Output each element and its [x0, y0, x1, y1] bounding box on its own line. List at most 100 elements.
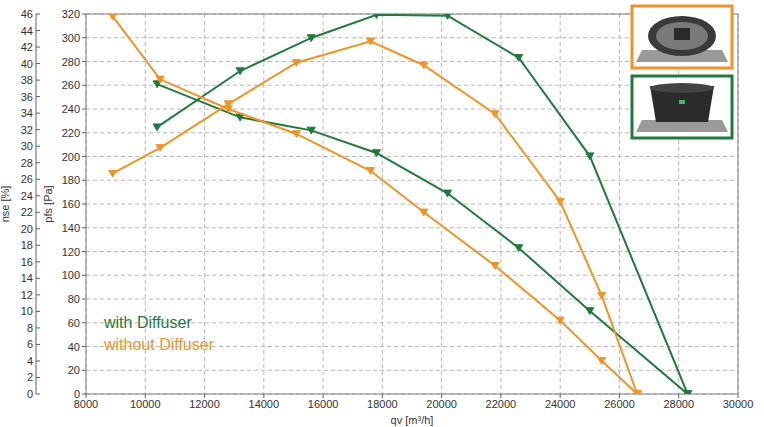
- y2-tick: [82, 394, 86, 395]
- data-point: [515, 245, 523, 252]
- chart: 8000100001200014000160001800020000220002…: [0, 0, 764, 427]
- y2-tick: [82, 85, 86, 86]
- y-axis: 0246810121416182022242628303234363840424…: [0, 8, 40, 400]
- grid: [86, 14, 738, 394]
- y2-tick: [82, 132, 86, 133]
- x-tick-label: 30000: [723, 398, 754, 410]
- y2-tick-label: 240: [62, 103, 80, 115]
- grid-line: [382, 14, 383, 394]
- y-tick-label: 28: [21, 157, 33, 169]
- y-tick: [36, 162, 40, 163]
- y-tick: [36, 360, 40, 361]
- y-tick-label: 24: [21, 190, 33, 202]
- y2-tick: [82, 251, 86, 252]
- y-tick: [36, 261, 40, 262]
- series-line: [157, 15, 687, 394]
- data-point: [109, 170, 117, 177]
- y2-tick-label: 300: [62, 32, 80, 44]
- series-line: [157, 84, 687, 394]
- grid-line: [86, 227, 738, 228]
- legend: with Diffuser without Diffuser: [103, 314, 215, 353]
- x-tick-label: 26000: [604, 398, 635, 410]
- grid-line: [323, 14, 324, 394]
- y2-tick-label: 60: [68, 317, 80, 329]
- grid-line: [441, 14, 442, 394]
- y-tick-label: 20: [21, 223, 33, 235]
- y2-tick: [82, 14, 86, 15]
- y-tick-label: 14: [21, 272, 33, 284]
- y-axis-title: nse [%]: [0, 186, 11, 223]
- data-point: [292, 60, 300, 67]
- y2-tick: [82, 299, 86, 300]
- data-point: [515, 55, 523, 62]
- y-axis-line: [36, 14, 37, 394]
- legend-label: with Diffuser: [103, 314, 192, 331]
- y-tick-label: 32: [21, 124, 33, 136]
- y-tick: [36, 146, 40, 147]
- data-point: [586, 153, 594, 160]
- x-tick-label: 24000: [545, 398, 576, 410]
- y2-tick: [82, 109, 86, 110]
- y2-tick-label: 280: [62, 56, 80, 68]
- y2-tick: [82, 275, 86, 276]
- y2-tick-label: 260: [62, 79, 80, 91]
- data-point: [236, 68, 244, 75]
- y-tick-label: 36: [21, 91, 33, 103]
- y-tick-label: 38: [21, 74, 33, 86]
- data-point: [420, 62, 428, 69]
- y-tick-label: 42: [21, 41, 33, 53]
- data-point: [109, 14, 117, 20]
- y-tick-label: 46: [21, 8, 33, 20]
- y-tick-label: 10: [21, 305, 33, 317]
- grid-line: [678, 14, 679, 394]
- y-tick-label: 16: [21, 256, 33, 268]
- y2-tick: [82, 37, 86, 38]
- y-tick: [36, 30, 40, 31]
- data-point: [444, 14, 452, 19]
- data-point: [224, 106, 232, 113]
- data-point: [491, 263, 499, 270]
- y2-tick-label: 180: [62, 174, 80, 186]
- fan-photo: [632, 76, 732, 138]
- y-tick: [36, 212, 40, 213]
- data-point: [556, 198, 564, 205]
- legend-label: without Diffuser: [103, 336, 215, 353]
- y2-tick-label: 160: [62, 198, 80, 210]
- data-point: [367, 168, 375, 175]
- x-axis: 8000100001200014000160001800020000220002…: [74, 394, 754, 426]
- data-point: [307, 127, 315, 134]
- y-tick-label: 30: [21, 140, 33, 152]
- y2-tick-label: 200: [62, 151, 80, 163]
- grid-line: [86, 275, 738, 276]
- x-tick-label: 16000: [308, 398, 339, 410]
- y-tick-label: 12: [21, 289, 33, 301]
- y2-tick: [82, 156, 86, 157]
- data-point: [586, 308, 594, 315]
- y-tick-label: 6: [27, 338, 33, 350]
- data-point: [598, 358, 606, 365]
- y-tick: [36, 179, 40, 180]
- y2-tick-label: 220: [62, 127, 80, 139]
- data-point: [292, 131, 300, 138]
- x-tick-label: 12000: [189, 398, 220, 410]
- grid-line: [86, 156, 738, 157]
- y2-tick: [82, 61, 86, 62]
- y-tick: [36, 80, 40, 81]
- data-point: [633, 391, 641, 394]
- data-point: [420, 209, 428, 216]
- y2-tick: [82, 370, 86, 371]
- y2-tick: [82, 346, 86, 347]
- y2-tick-label: 40: [68, 341, 80, 353]
- y-tick: [36, 327, 40, 328]
- y-tick-label: 2: [27, 371, 33, 383]
- x-tick-label: 28000: [663, 398, 694, 410]
- y-tick: [36, 113, 40, 114]
- y2-tick-label: 0: [74, 388, 80, 400]
- y-tick: [36, 294, 40, 295]
- y2-tick-label: 120: [62, 246, 80, 258]
- data-point: [156, 145, 164, 152]
- x-tick-label: 18000: [367, 398, 398, 410]
- data-point: [491, 111, 499, 118]
- y-tick: [36, 96, 40, 97]
- y2-axis: 0204060801001201401601802002202402602803…: [42, 8, 86, 400]
